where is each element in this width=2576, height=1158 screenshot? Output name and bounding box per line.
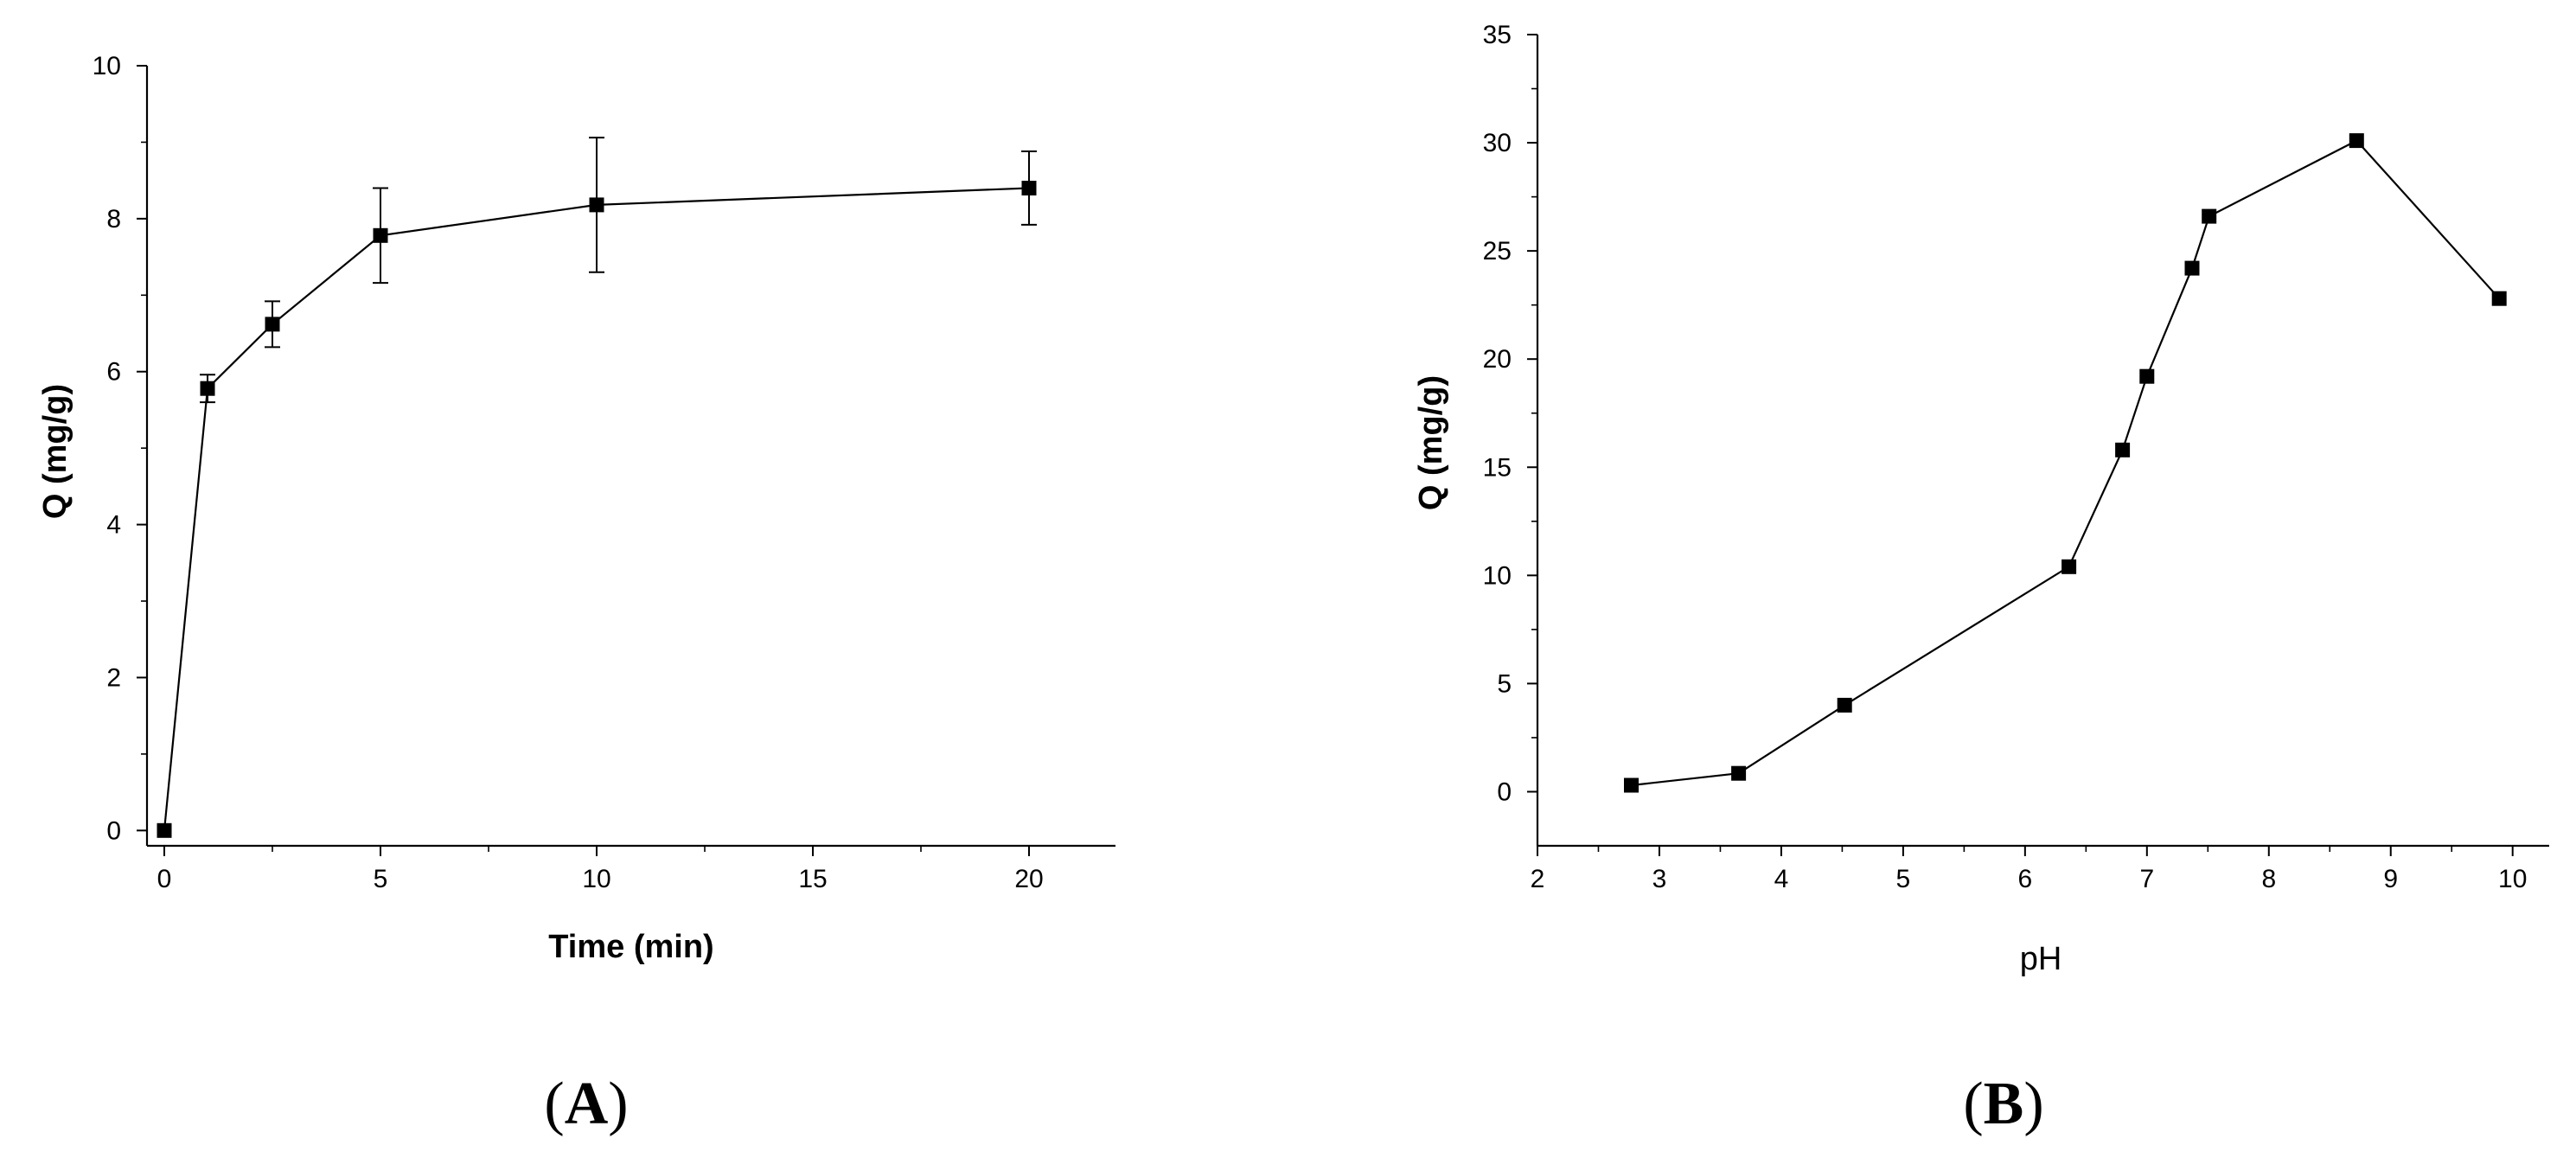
chart-a-x-tick-label: 20 bbox=[1014, 865, 1043, 893]
chart-b-x-tick-label: 3 bbox=[1652, 865, 1667, 893]
chart-a-series-line bbox=[163, 187, 1030, 831]
chart-a-panel-letter: A bbox=[565, 1071, 609, 1137]
chart-b-panel-label: (B) bbox=[1963, 1071, 2043, 1137]
chart-b-x-tick-label: 5 bbox=[1896, 865, 1911, 893]
chart-b-y-tick-label: 5 bbox=[1497, 669, 1512, 698]
chart-b-x-tick-label: 10 bbox=[2498, 865, 2527, 893]
chart-a-y-tick-label: 0 bbox=[106, 816, 121, 845]
chart-b-data-point bbox=[1731, 765, 1747, 781]
chart-a-data-point bbox=[589, 197, 604, 213]
chart-b-x-tick-label: 8 bbox=[2261, 865, 2276, 893]
chart-b-data-point bbox=[2061, 559, 2077, 574]
chart-a-data-point bbox=[373, 227, 388, 243]
chart-b-x-tick-label: 7 bbox=[2139, 865, 2154, 893]
chart-b-x-tick-label: 4 bbox=[1774, 865, 1789, 893]
chart-a-data-point bbox=[157, 822, 172, 838]
chart-b-y-axis-title: Q (mg/g) bbox=[1413, 375, 1449, 510]
chart-a-x-axis-title: Time (min) bbox=[548, 929, 713, 965]
chart-a-x-tick-label: 15 bbox=[798, 865, 827, 893]
chart-b-data-point bbox=[1624, 777, 1639, 793]
chart-b-axes bbox=[1527, 34, 2549, 856]
chart-b-x-tick-labels: 2 3 4 5 6 7 8 9 10 bbox=[1531, 865, 2528, 893]
chart-b-series-line bbox=[1631, 139, 2501, 787]
chart-a-x-tick-labels: 0 5 10 15 20 bbox=[157, 865, 1044, 893]
chart-a-y-tick-label: 4 bbox=[106, 511, 121, 540]
chart-b-y-tick-label: 20 bbox=[1483, 345, 1512, 374]
chart-a-marks bbox=[157, 137, 1037, 838]
chart-b-data-point bbox=[2202, 208, 2217, 224]
chart-a-panel-label: (A) bbox=[544, 1071, 628, 1137]
chart-b-y-tick-label: 0 bbox=[1497, 777, 1512, 806]
chart-b-y-tick-label: 30 bbox=[1483, 129, 1512, 157]
chart-b-data-point bbox=[1837, 697, 1852, 713]
chart-a-y-tick-label: 8 bbox=[106, 205, 121, 234]
chart-a-axes bbox=[137, 65, 1115, 856]
chart-a-y-tick-label: 2 bbox=[106, 663, 121, 692]
chart-b: 0 5 10 15 20 25 30 35 2 3 4 5 6 7 8 9 10 pH Q (mg/g) (B… bbox=[1413, 21, 2549, 1137]
chart-a-y-tick-label: 10 bbox=[93, 52, 121, 80]
chart-b-y-tick-label: 35 bbox=[1483, 21, 1512, 49]
chart-a-x-tick-label: 0 bbox=[157, 865, 172, 893]
chart-b-x-axis-title: pH bbox=[2020, 941, 2062, 977]
chart-b-y-tick-label: 15 bbox=[1483, 453, 1512, 482]
chart-b-data-point bbox=[2349, 133, 2364, 149]
chart-a-x-tick-label: 10 bbox=[582, 865, 610, 893]
chart-b-x-tick-label: 6 bbox=[2018, 865, 2033, 893]
chart-b-data-point bbox=[2115, 442, 2131, 457]
chart-b-data-point bbox=[2184, 260, 2200, 276]
chart-a-y-tick-labels: 0 2 4 6 8 10 bbox=[93, 52, 121, 845]
chart-b-panel-letter: B bbox=[1984, 1071, 2024, 1137]
chart-b-y-tick-labels: 0 5 10 15 20 25 30 35 bbox=[1483, 21, 1512, 806]
chart-a-data-point bbox=[200, 381, 215, 396]
chart-a-y-tick-label: 6 bbox=[106, 358, 121, 387]
chart-a-y-axis-title: Q (mg/g) bbox=[37, 384, 74, 519]
chart-a-x-tick-label: 5 bbox=[374, 865, 388, 893]
chart-b-x-tick-label: 2 bbox=[1531, 865, 1545, 893]
chart-b-marks bbox=[1624, 133, 2507, 793]
chart-b-x-tick-label: 9 bbox=[2383, 865, 2398, 893]
chart-b-y-tick-label: 10 bbox=[1483, 561, 1512, 590]
chart-b-data-point bbox=[2139, 368, 2155, 384]
chart-a: 0 2 4 6 8 10 0 5 10 15 20 Time (min) Q (mg/g) (A) bbox=[37, 52, 1115, 1137]
chart-b-y-tick-label: 25 bbox=[1483, 237, 1512, 266]
chart-a-data-point bbox=[1021, 181, 1037, 195]
chart-b-data-point bbox=[2491, 291, 2507, 306]
chart-a-data-point bbox=[265, 317, 280, 332]
